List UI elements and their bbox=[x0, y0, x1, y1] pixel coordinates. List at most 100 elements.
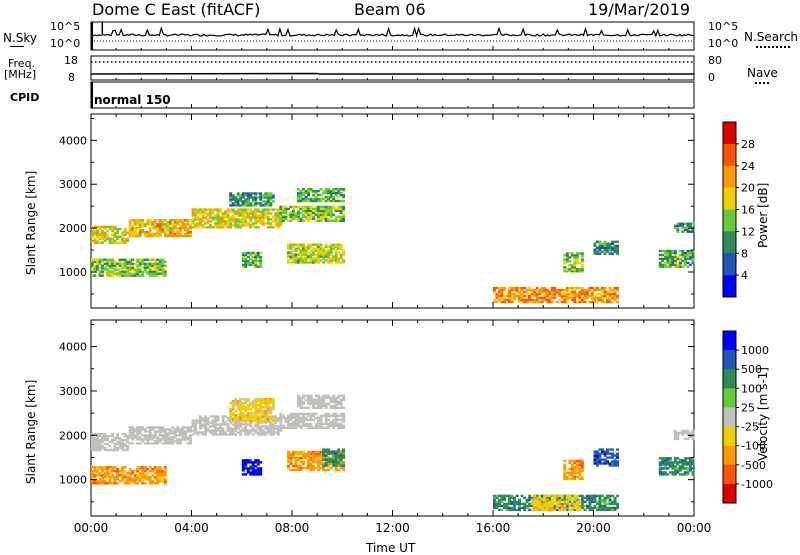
range-cell bbox=[545, 292, 549, 296]
range-cell bbox=[329, 422, 333, 426]
range-cell bbox=[553, 292, 557, 296]
range-cell bbox=[568, 459, 572, 463]
range-cell bbox=[558, 506, 562, 510]
range-cell bbox=[246, 471, 250, 474]
range-cell bbox=[146, 234, 150, 238]
range-cell bbox=[254, 214, 258, 217]
range-cell bbox=[309, 398, 313, 402]
range-cell bbox=[236, 200, 240, 203]
range-cell bbox=[601, 246, 604, 249]
range-cell bbox=[204, 417, 207, 420]
range-cell bbox=[116, 237, 119, 240]
range-cell bbox=[570, 498, 574, 502]
range-cell bbox=[317, 460, 320, 464]
range-cell bbox=[138, 428, 142, 431]
range-cell bbox=[558, 498, 562, 502]
range-cell bbox=[588, 502, 592, 506]
range-cell bbox=[513, 500, 516, 504]
range-cell bbox=[319, 402, 323, 406]
range-cell bbox=[156, 232, 160, 236]
range-cell bbox=[598, 240, 602, 243]
range-cell bbox=[317, 464, 320, 468]
range-cell bbox=[530, 300, 534, 304]
range-cell bbox=[588, 494, 592, 498]
range-cell bbox=[161, 268, 165, 271]
y-tick-label: 4000 bbox=[59, 134, 87, 147]
range-cell bbox=[520, 502, 524, 506]
range-cell bbox=[96, 264, 99, 267]
range-cell bbox=[101, 474, 104, 477]
range-cell bbox=[236, 204, 240, 207]
range-cell bbox=[271, 208, 275, 211]
range-cell bbox=[661, 257, 665, 261]
range-cell bbox=[136, 478, 140, 481]
range-cell bbox=[332, 462, 336, 465]
range-cell bbox=[668, 471, 672, 474]
range-cell bbox=[271, 402, 275, 405]
range-cell bbox=[596, 506, 599, 510]
range-cell bbox=[324, 219, 328, 222]
range-cell bbox=[141, 468, 145, 471]
range-cell bbox=[241, 208, 245, 211]
range-cell bbox=[282, 215, 285, 218]
range-cell bbox=[608, 290, 612, 294]
range-cell bbox=[219, 226, 222, 229]
range-cell bbox=[146, 272, 150, 275]
range-cell bbox=[523, 506, 527, 510]
range-cell bbox=[691, 467, 695, 470]
range-cell bbox=[161, 264, 165, 267]
range-cell bbox=[312, 191, 315, 195]
range-cell bbox=[148, 227, 152, 230]
range-cell bbox=[691, 431, 695, 435]
range-cell bbox=[116, 229, 119, 233]
range-cell bbox=[108, 227, 112, 231]
range-cell bbox=[254, 406, 258, 409]
range-cell bbox=[229, 414, 233, 417]
range-cell bbox=[113, 225, 117, 229]
range-cell bbox=[121, 474, 125, 477]
range-cell bbox=[146, 221, 150, 224]
range-cell bbox=[555, 508, 559, 512]
range-cell bbox=[608, 286, 612, 290]
range-cell bbox=[246, 416, 250, 419]
range-cell bbox=[588, 288, 592, 292]
range-cell bbox=[98, 474, 102, 477]
range-cell bbox=[118, 444, 122, 448]
range-cell bbox=[251, 214, 255, 217]
range-cell bbox=[342, 464, 346, 467]
range-cell bbox=[663, 257, 667, 261]
range-cell bbox=[307, 251, 310, 254]
range-cell bbox=[199, 208, 202, 211]
range-cell bbox=[93, 468, 97, 471]
range-cell bbox=[251, 261, 255, 265]
range-cell bbox=[528, 498, 532, 502]
range-cell bbox=[128, 432, 132, 435]
range-cell bbox=[266, 427, 270, 430]
range-cell bbox=[676, 433, 680, 437]
range-cell bbox=[342, 394, 346, 398]
range-cell bbox=[133, 219, 137, 222]
range-cell bbox=[498, 494, 501, 498]
range-cell bbox=[580, 469, 584, 473]
range-cell bbox=[246, 224, 250, 227]
range-cell bbox=[294, 456, 298, 460]
range-cell bbox=[613, 288, 617, 292]
range-cell bbox=[151, 270, 155, 273]
range-cell bbox=[558, 292, 562, 296]
range-cell bbox=[106, 262, 109, 265]
range-cell bbox=[503, 496, 506, 500]
range-cell bbox=[93, 444, 97, 448]
range-cell bbox=[297, 466, 300, 470]
range-cell bbox=[297, 464, 300, 468]
range-cell bbox=[251, 404, 255, 407]
range-cell bbox=[189, 428, 192, 431]
range-cell bbox=[312, 406, 315, 410]
range-cell bbox=[503, 502, 506, 506]
nsearch-tick-bottom: 10^0 bbox=[708, 37, 739, 50]
range-cell bbox=[337, 257, 341, 260]
range-cell bbox=[596, 286, 599, 290]
range-cell bbox=[339, 456, 343, 459]
x-tick-label: 00:00 bbox=[74, 521, 109, 535]
range-cell bbox=[515, 286, 519, 290]
